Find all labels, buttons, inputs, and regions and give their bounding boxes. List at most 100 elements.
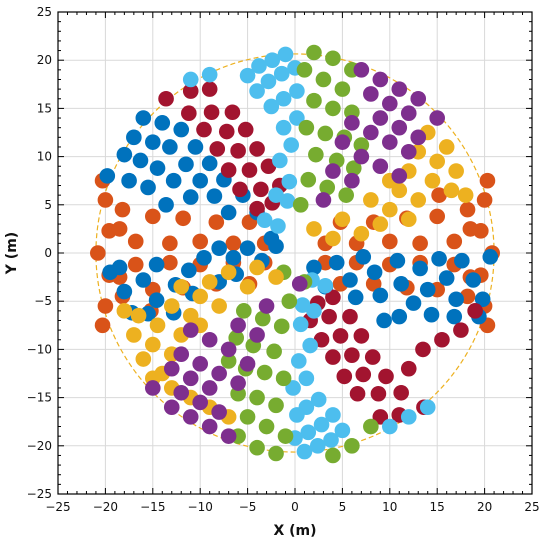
data-point — [454, 252, 470, 269]
data-point — [345, 160, 362, 176]
data-point — [163, 298, 180, 314]
data-point — [173, 384, 190, 401]
data-point — [173, 121, 190, 138]
data-point — [457, 187, 474, 203]
data-point — [474, 291, 491, 308]
data-point — [192, 356, 208, 372]
data-point — [382, 418, 398, 435]
x-tick-label: −20 — [93, 500, 118, 514]
data-point — [192, 288, 208, 305]
data-point — [266, 343, 282, 360]
data-point — [415, 341, 431, 358]
data-point — [140, 179, 156, 196]
data-point — [325, 50, 341, 67]
x-tick-label: 10 — [382, 500, 397, 514]
data-point — [285, 380, 301, 396]
data-point — [206, 188, 223, 204]
data-point — [90, 245, 106, 261]
data-point — [253, 181, 269, 198]
x-tick-label: −15 — [140, 500, 165, 514]
data-point — [382, 95, 398, 112]
data-point — [279, 193, 296, 209]
data-point — [273, 318, 290, 335]
data-point — [173, 346, 190, 363]
data-point — [292, 316, 309, 333]
data-point — [313, 416, 330, 433]
data-point — [290, 353, 307, 369]
y-tick-label: −10 — [27, 342, 52, 356]
data-point — [182, 322, 199, 338]
data-point — [268, 445, 284, 462]
data-point — [479, 172, 496, 189]
data-point — [201, 418, 218, 435]
data-point — [391, 308, 408, 325]
data-point — [192, 233, 208, 250]
data-point — [264, 52, 281, 68]
data-point — [201, 331, 218, 348]
data-point — [344, 115, 360, 131]
data-point — [317, 125, 334, 142]
data-point — [363, 86, 379, 102]
data-point — [111, 221, 128, 237]
data-point — [378, 368, 394, 385]
data-point — [376, 312, 392, 329]
axis-ticks — [57, 11, 533, 495]
data-point — [173, 278, 190, 295]
data-point — [308, 146, 324, 163]
data-point — [232, 181, 248, 198]
data-point — [400, 409, 417, 425]
data-point — [135, 110, 152, 126]
data-point — [272, 152, 288, 169]
data-point — [145, 208, 161, 225]
data-point — [127, 256, 144, 273]
data-point — [249, 83, 265, 99]
data-point — [446, 308, 463, 325]
y-tick-label: 5 — [44, 198, 52, 212]
data-point — [201, 81, 218, 97]
data-point — [182, 83, 199, 99]
data-point — [249, 327, 265, 343]
data-point — [149, 317, 166, 334]
data-point — [372, 287, 389, 304]
data-point — [419, 281, 436, 298]
data-point — [332, 328, 349, 344]
y-tick-label: −15 — [27, 391, 52, 405]
data-point — [344, 347, 360, 363]
data-point — [249, 141, 265, 157]
data-point — [220, 341, 237, 358]
data-point — [317, 277, 334, 294]
data-point — [201, 66, 218, 83]
data-point — [97, 298, 114, 314]
y-tick-label: 0 — [44, 246, 52, 260]
data-point — [355, 366, 372, 383]
data-point — [372, 216, 389, 232]
data-point — [97, 192, 114, 208]
data-point — [148, 256, 165, 273]
data-point — [462, 221, 479, 237]
data-point — [431, 250, 447, 267]
data-point — [291, 276, 308, 292]
data-point — [277, 428, 294, 444]
data-point — [389, 252, 406, 269]
data-point — [249, 439, 265, 456]
data-point — [412, 260, 428, 277]
data-point — [325, 289, 341, 306]
x-tick-label: 20 — [477, 500, 492, 514]
data-point — [400, 105, 417, 122]
data-point — [281, 173, 298, 190]
data-point — [196, 250, 212, 266]
data-point — [366, 264, 383, 281]
data-point — [410, 90, 427, 107]
data-point — [382, 233, 398, 250]
data-point — [220, 162, 237, 178]
data-point — [353, 328, 370, 344]
data-point — [342, 308, 358, 325]
data-point — [448, 163, 464, 179]
x-tick-label: 0 — [291, 500, 299, 514]
data-point — [338, 187, 354, 203]
data-point — [405, 295, 422, 311]
data-point — [292, 197, 309, 213]
data-point — [220, 353, 237, 369]
data-point — [344, 172, 360, 189]
